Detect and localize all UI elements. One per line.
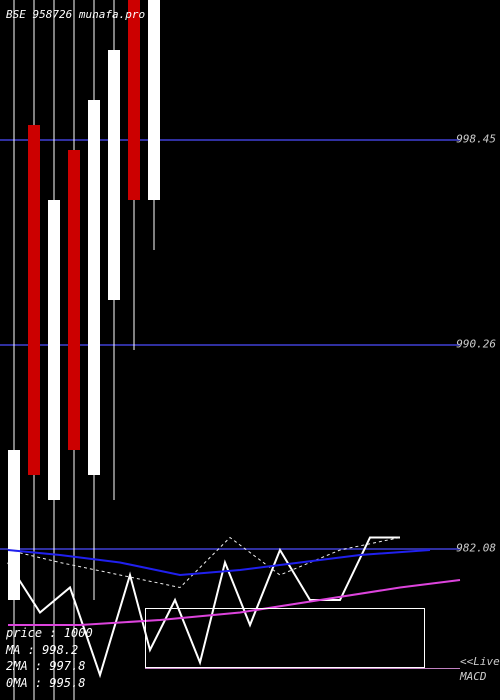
info-line: MA : 998.2 <box>6 642 93 659</box>
candle <box>108 0 120 700</box>
candle <box>48 0 60 700</box>
candle-body <box>28 125 40 475</box>
price-line-label: 998.45 <box>456 132 496 145</box>
info-box: price : 1000MA : 998.22MA : 997.80MA : 9… <box>6 625 93 692</box>
candle-body <box>48 200 60 500</box>
candle <box>148 0 160 700</box>
dotted-line <box>8 538 400 588</box>
macd-live-label: <<Live <box>460 655 500 668</box>
candle-body <box>88 100 100 475</box>
info-line: 0MA : 995.8 <box>6 675 93 692</box>
price-line <box>0 139 460 141</box>
macd-zero-line <box>145 668 460 669</box>
candle-body <box>8 450 20 600</box>
info-line: 2MA : 997.8 <box>6 658 93 675</box>
candle <box>88 0 100 700</box>
macd-label: MACD <box>460 670 487 683</box>
candle <box>128 0 140 700</box>
candle-body <box>148 0 160 200</box>
candle-body <box>108 50 120 300</box>
candle <box>8 0 20 700</box>
candlestick-chart: BSE 958726 munafa.pro 998.45 990.26 982.08… <box>0 0 500 700</box>
candle <box>28 0 40 700</box>
candle <box>68 0 80 700</box>
chart-header: BSE 958726 munafa.pro <box>6 8 145 21</box>
price-line-label: 990.26 <box>456 337 496 350</box>
info-line: price : 1000 <box>6 625 93 642</box>
macd-box <box>145 608 425 668</box>
candle-body <box>68 150 80 450</box>
price-line <box>0 548 460 550</box>
candle-body <box>128 0 140 200</box>
price-line-label: 982.08 <box>456 542 496 555</box>
